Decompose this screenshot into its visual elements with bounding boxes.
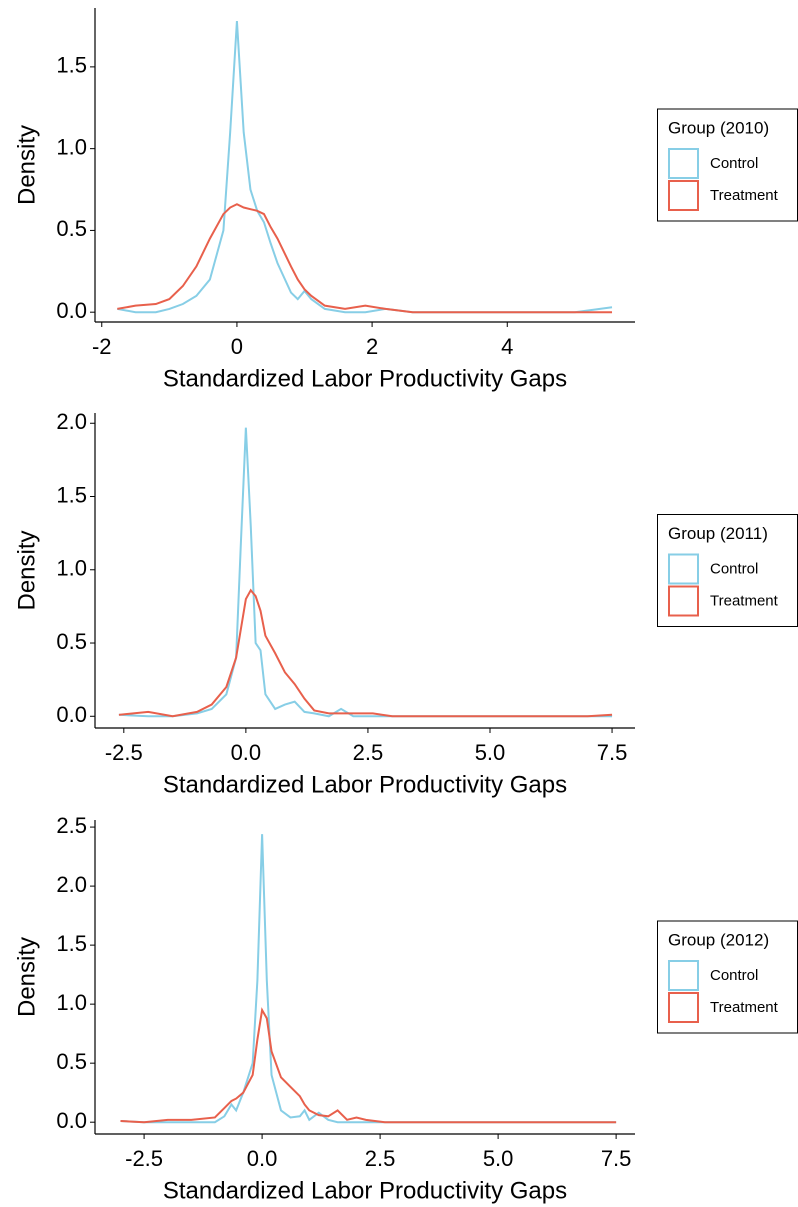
x-tick-label: 7.5 [597, 740, 628, 765]
legend-title: Group (2012) [668, 930, 769, 949]
x-tick-label: 4 [501, 334, 513, 359]
y-tick-label: 1.0 [56, 556, 87, 581]
density-line [118, 588, 613, 718]
legend-key [668, 553, 699, 585]
legend-key [668, 585, 699, 617]
x-tick-label: 5.0 [475, 740, 506, 765]
x-tick-label: 2.5 [353, 740, 384, 765]
x-tick-label: 0 [231, 334, 243, 359]
legend-label: Control [710, 155, 758, 172]
y-tick-label: 2.0 [56, 409, 87, 434]
x-tick-label: 2.5 [365, 1146, 396, 1171]
y-tick-label: 0.5 [56, 1049, 87, 1074]
y-tick-label: 1.0 [56, 990, 87, 1015]
x-tick-label: -2.5 [125, 1146, 163, 1171]
legend-title: Group (2010) [668, 118, 769, 137]
x-tick-label: 5.0 [483, 1146, 514, 1171]
y-tick-label: 0.0 [56, 702, 87, 727]
x-tick-label: 7.5 [601, 1146, 632, 1171]
y-tick-label: 1.5 [56, 53, 87, 78]
legend-key [668, 180, 699, 211]
density-line [120, 1007, 617, 1124]
legend-label: Treatment [710, 999, 779, 1016]
y-tick-label: 2.0 [56, 872, 87, 897]
legend-key [668, 992, 699, 1023]
legend-label: Control [710, 560, 758, 577]
y-tick-label: 1.5 [56, 482, 87, 507]
legend-title: Group (2011) [668, 524, 768, 543]
y-tick-label: 2.5 [56, 813, 87, 838]
x-tick-label: 0.0 [247, 1146, 278, 1171]
density-line [120, 834, 617, 1124]
y-tick-label: 1.0 [56, 134, 87, 159]
y-tick-label: 0.0 [56, 298, 87, 323]
y-axis-title: Density [13, 125, 40, 205]
y-tick-label: 0.0 [56, 1108, 87, 1133]
legend-label: Control [710, 967, 758, 984]
y-tick-label: 0.5 [56, 216, 87, 241]
y-tick-label: 1.5 [56, 931, 87, 956]
x-axis-title: Standardized Labor Productivity Gaps [163, 365, 567, 392]
density-line [117, 203, 613, 314]
x-axis-title: Standardized Labor Productivity Gaps [163, 1177, 567, 1204]
y-axis-title: Density [13, 937, 40, 1017]
legend-label: Treatment [710, 187, 779, 204]
legend-label: Treatment [710, 592, 779, 609]
density-line [117, 21, 613, 314]
x-tick-label: 0.0 [231, 740, 262, 765]
x-tick-label: -2.5 [105, 740, 143, 765]
x-tick-label: -2 [92, 334, 112, 359]
y-tick-label: 0.5 [56, 629, 87, 654]
density-line [118, 427, 613, 718]
legend-key [668, 960, 699, 991]
legend-key [668, 148, 699, 179]
x-tick-label: 2 [366, 334, 378, 359]
y-axis-title: Density [13, 530, 40, 610]
x-axis-title: Standardized Labor Productivity Gaps [163, 771, 567, 798]
